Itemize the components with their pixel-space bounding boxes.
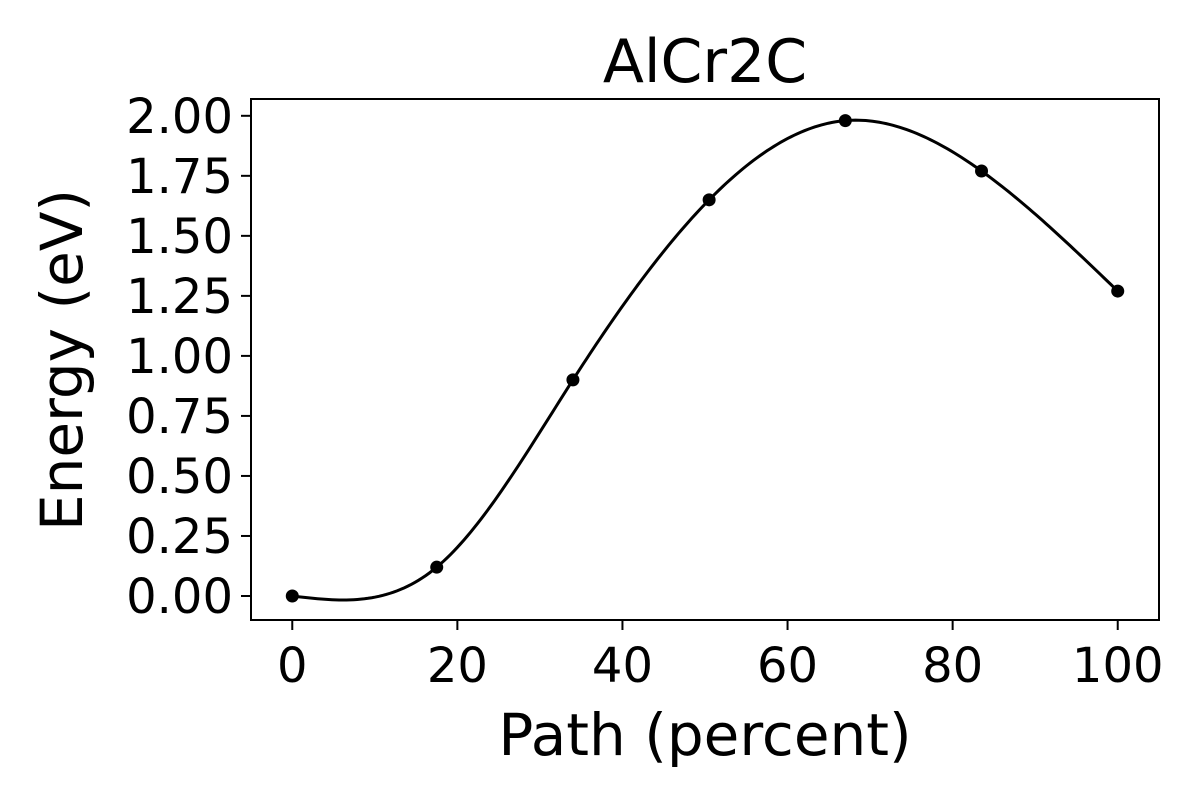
data-point: [975, 164, 989, 178]
y-tick-label: 1.00: [126, 329, 233, 385]
energy-curve: [292, 118, 1119, 602]
x-tick-label: 0: [277, 638, 308, 694]
data-point: [566, 373, 580, 387]
x-tick-label: 60: [757, 638, 818, 694]
x-axis-label: Path (percent): [498, 701, 911, 769]
y-tick-label: 1.25: [126, 269, 233, 325]
y-tick-label: 0.75: [126, 389, 233, 445]
y-tick-label: 1.75: [126, 149, 233, 205]
data-point: [838, 114, 852, 128]
data-point: [702, 193, 716, 207]
x-tick-label: 80: [922, 638, 983, 694]
y-tick-label: 2.00: [126, 89, 233, 145]
data-point: [1111, 284, 1125, 298]
y-axis-label: Energy (eV): [28, 189, 96, 531]
y-tick-label: 0.00: [126, 569, 233, 625]
x-tick-label: 100: [1072, 638, 1164, 694]
plot-area: 0 20 40 60 80 100 0.000.250.500.751.001.251.50…: [126, 89, 1163, 694]
chart-title: AlCr2C: [603, 27, 807, 97]
x-tick-label: 40: [592, 638, 653, 694]
y-tick-label: 0.50: [126, 449, 233, 505]
x-tick-label: 20: [427, 638, 488, 694]
data-point: [285, 589, 299, 603]
y-tick-label: 0.25: [126, 509, 233, 565]
plot-frame: [250, 98, 1160, 621]
data-point: [430, 560, 444, 574]
y-tick-label: 1.50: [126, 209, 233, 265]
